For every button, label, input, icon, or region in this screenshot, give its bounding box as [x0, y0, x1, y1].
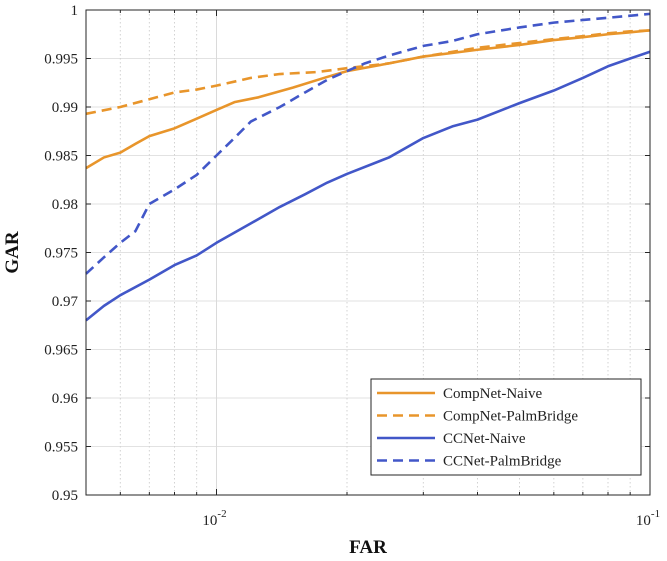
y-tick-label: 0.95 — [52, 488, 78, 504]
y-tick-label: 0.965 — [44, 343, 78, 359]
x-tick-label: 10-1 — [636, 508, 660, 529]
y-tick-label: 0.96 — [52, 391, 79, 407]
series-line-ccnet-naive — [85, 50, 651, 322]
legend-label: CompNet-PalmBridge — [443, 409, 578, 425]
y-tick-label: 0.985 — [44, 149, 78, 165]
y-axis-title: GAR — [2, 231, 23, 274]
y-tick-labels: 0.95 0.955 0.96 0.965 0.97 0.975 0.98 0.985 0.99… — [44, 3, 78, 504]
y-tick-label: 1 — [71, 3, 79, 19]
series-lines — [85, 12, 651, 322]
axis-ticks — [86, 9, 650, 496]
series-line-ccnet-palmbridge — [85, 12, 651, 275]
legend: CompNet-Naive CompNet-PalmBridge CCNet-Nai… — [370, 378, 642, 476]
series-line-compnet-palmbridge — [85, 29, 651, 116]
legend-label: CompNet-Naive — [443, 386, 542, 402]
x-tick-label: 10-2 — [202, 508, 226, 529]
y-tick-label: 0.955 — [44, 440, 78, 456]
y-tick-label: 0.98 — [52, 197, 78, 213]
y-tick-label: 0.99 — [52, 100, 78, 116]
y-tick-label: 0.995 — [44, 52, 78, 68]
legend-label: CCNet-Naive — [443, 431, 526, 447]
x-tick-labels: 10-2 10-1 — [202, 508, 660, 529]
y-tick-label: 0.975 — [44, 246, 78, 262]
y-tick-label: 0.97 — [52, 294, 79, 310]
x-axis-title: FAR — [349, 537, 387, 558]
legend-box — [370, 378, 642, 476]
legend-label: CCNet-PalmBridge — [443, 454, 562, 470]
